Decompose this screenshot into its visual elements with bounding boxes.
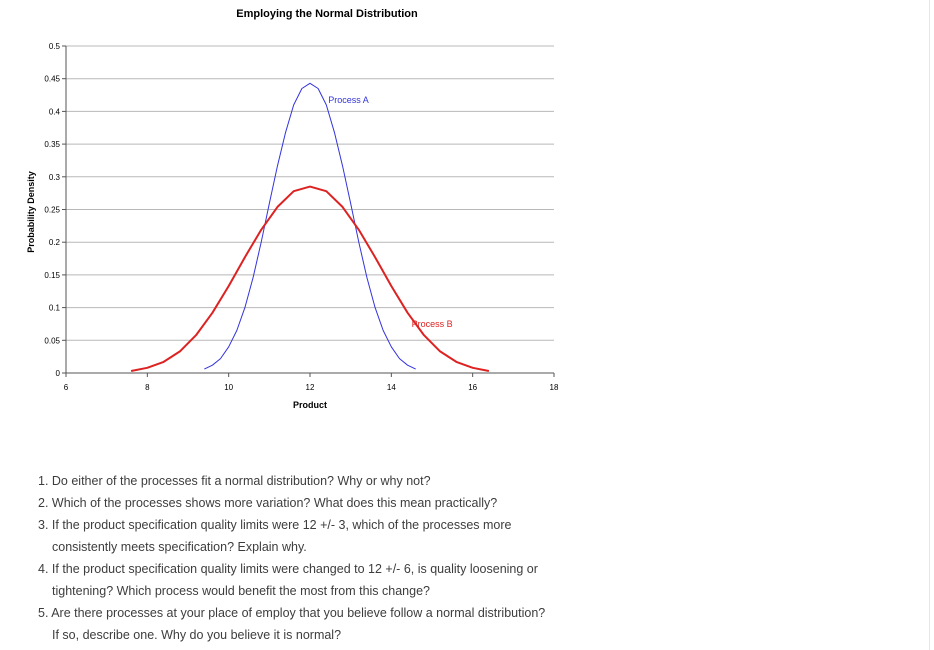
axes: 0 0.05 0.1 0.15 0.2 0.25 0.3 0.35 0.4 0.45 0.5 6 8 10… <box>44 42 559 392</box>
question-item: 4. If the product specification quality … <box>38 558 598 602</box>
x-tick-label: 18 <box>550 383 559 392</box>
y-tick-label: 0.15 <box>44 271 60 280</box>
x-tick-label: 6 <box>64 383 69 392</box>
series-line-process-a <box>204 82 416 370</box>
question-text: 4. If the product specification quality … <box>38 562 538 576</box>
y-tick-label: 0.4 <box>49 107 61 116</box>
y-tick-label: 0.35 <box>44 140 60 149</box>
chart-canvas: 0 0.05 0.1 0.15 0.2 0.25 0.3 0.35 0.4 0.45 0.5 6 8 10… <box>26 8 559 410</box>
chart-title: Employing the Normal Distribution <box>236 8 418 20</box>
y-tick-label: 0.5 <box>49 42 61 51</box>
question-text: 2. Which of the processes shows more var… <box>38 496 498 510</box>
y-tick-label: 0.1 <box>49 304 61 313</box>
question-list: 1. Do either of the processes fit a norm… <box>38 470 598 646</box>
x-tick-label: 10 <box>224 383 233 392</box>
y-tick-label: 0.05 <box>44 336 60 345</box>
y-tick-label: 0.3 <box>49 173 61 182</box>
series-label-process-a: Process A <box>328 95 369 105</box>
question-text: 1. Do either of the processes fit a norm… <box>38 474 431 488</box>
y-tick-label: 0.25 <box>44 206 60 215</box>
question-text-continued: consistently meets specification? Explai… <box>52 540 307 554</box>
series-line-process-b <box>130 185 490 372</box>
page-divider <box>929 0 930 650</box>
question-text-continued: tightening? Which process would benefit … <box>52 584 430 598</box>
question-text-continued: If so, describe one. Why do you believe … <box>52 628 342 642</box>
series-lines: Process A Process B <box>130 82 490 372</box>
question-item: 3. If the product specification quality … <box>38 514 598 558</box>
y-tick-label: 0 <box>56 369 61 378</box>
y-tick-label: 0.45 <box>44 75 60 84</box>
gridlines <box>66 45 554 374</box>
series-label-process-b: Process B <box>412 319 453 329</box>
y-tick-label: 0.2 <box>49 238 61 247</box>
question-item: 2. Which of the processes shows more var… <box>38 492 598 514</box>
x-tick-label: 16 <box>468 383 477 392</box>
x-tick-label: 12 <box>306 383 315 392</box>
question-item: 5. Are there processes at your place of … <box>38 602 598 646</box>
question-item: 1. Do either of the processes fit a norm… <box>38 470 598 492</box>
x-tick-label: 14 <box>387 383 396 392</box>
x-axis-label: Product <box>293 400 327 410</box>
x-tick-label: 8 <box>145 383 150 392</box>
question-text: 3. If the product specification quality … <box>38 518 512 532</box>
chart: 0 0.05 0.1 0.15 0.2 0.25 0.3 0.35 0.4 0.45 0.5 6 8 10… <box>0 0 600 430</box>
question-text: 5. Are there processes at your place of … <box>38 606 546 620</box>
y-axis-label: Probability Density <box>26 171 36 253</box>
